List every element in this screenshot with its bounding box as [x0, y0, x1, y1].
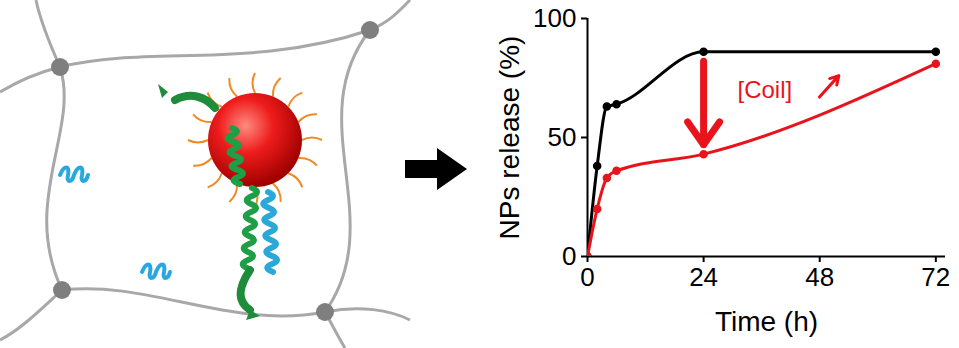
svg-text:NPs release (%): NPs release (%)	[494, 36, 525, 240]
svg-text:48: 48	[805, 262, 834, 292]
svg-text:24: 24	[689, 262, 718, 292]
svg-text:100: 100	[533, 3, 576, 33]
svg-text:72: 72	[921, 262, 950, 292]
svg-text:0: 0	[580, 262, 594, 292]
svg-text:0: 0	[562, 241, 576, 271]
svg-text:Time (h): Time (h)	[715, 306, 818, 337]
svg-text:[Coil]: [Coil]	[737, 76, 792, 103]
svg-text:50: 50	[548, 122, 577, 152]
